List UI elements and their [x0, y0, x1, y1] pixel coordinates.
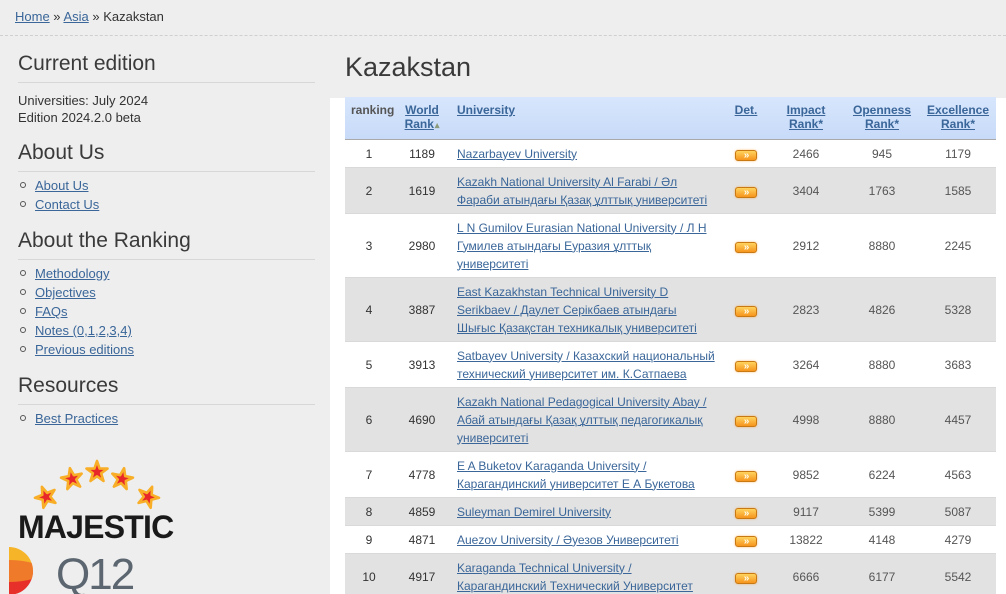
svg-text:MAJESTIC: MAJESTIC: [18, 509, 174, 545]
